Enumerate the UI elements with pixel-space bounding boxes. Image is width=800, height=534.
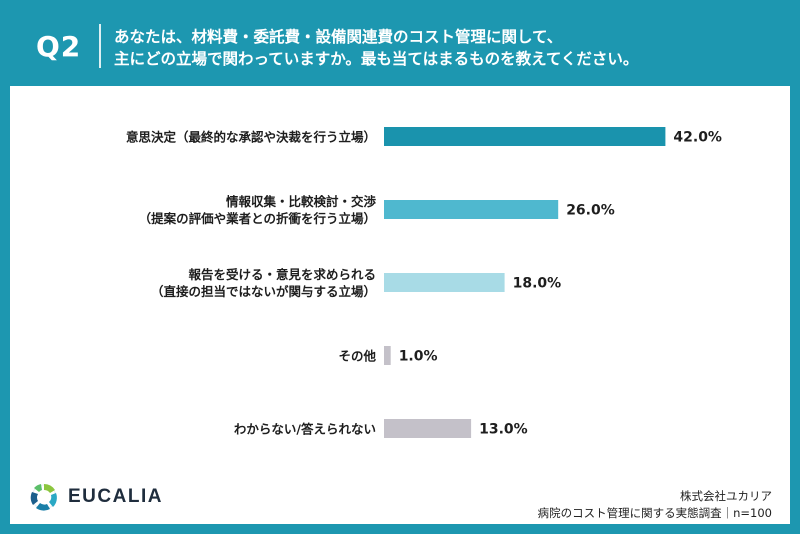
eucalia-leaf-ring-icon [30,483,57,511]
bar [384,127,666,146]
question-line-1: あなたは、材料費・委託費・設備関連費のコスト管理に関して、 [114,28,563,46]
value-label: 13.0% [479,422,528,438]
category-label: 情報収集・比較検討・交渉 [226,194,377,209]
bar [384,273,505,292]
category-label: その他 [338,349,376,364]
chart-panel: 意思決定（最終的な承認や決裁を行う立場） 42.0% 情報収集・比較検討・交渉 （提案… [10,86,790,524]
value-label: 1.0% [399,349,438,365]
value-label: 42.0% [673,130,722,146]
category-label: （提案の評価や業者との折衝を行う立場） [139,211,376,226]
value-label: 18.0% [513,276,562,292]
category-label: わからない/答えられない [234,422,376,437]
header-divider [99,24,101,68]
category-label: 意思決定（最終的な承認や決裁を行う立場） [126,130,376,145]
question-number: Q2 [36,30,82,63]
bar [384,346,391,365]
company-name: 株式会社ユカリア [680,489,772,503]
survey-note: 病院のコスト管理に関する実態調査｜n=100 [537,506,772,520]
question-line-2: 主にどの立場で関わっていますか。最も当てはまるものを教えてください。 [114,50,639,68]
brand-name: EUCALIA [68,486,163,507]
question-header: Q2 あなたは、材料費・委託費・設備関連費のコスト管理に関して、 主にどの立場で… [0,0,800,86]
value-label: 26.0% [566,203,615,219]
category-label: 報告を受ける・意見を求められる [188,267,376,282]
category-label: （直接の担当ではないが関与する立場） [151,284,376,299]
bar [384,200,559,219]
question-text: あなたは、材料費・委託費・設備関連費のコスト管理に関して、 主にどの立場で関わっ… [114,26,638,70]
bar [384,419,472,438]
bar-chart: 意思決定（最終的な承認や決裁を行う立場） 42.0% 情報収集・比較検討・交渉 （提案… [126,127,722,438]
